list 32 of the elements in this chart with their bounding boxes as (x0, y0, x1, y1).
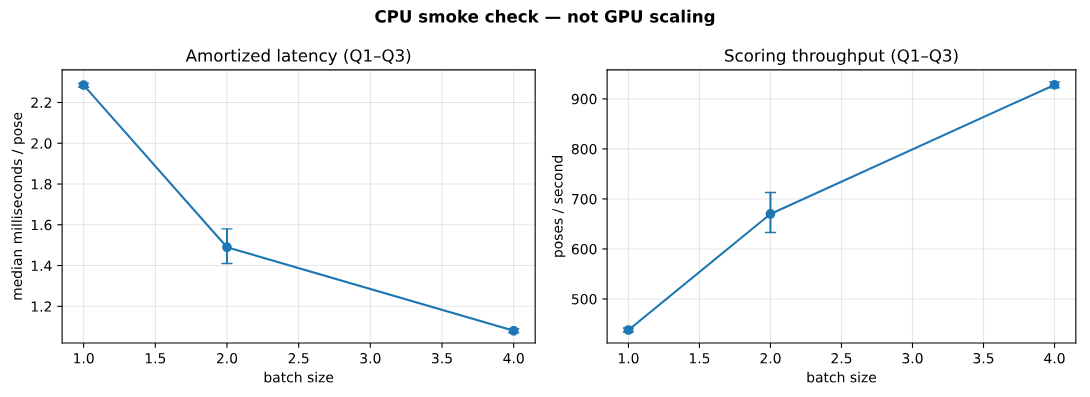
chart-title: Amortized latency (Q1–Q3) (185, 48, 411, 65)
x-tick-label: 3.5 (432, 352, 452, 364)
x-tick-label: 3.0 (902, 352, 923, 364)
x-tick-label: 4.0 (503, 352, 524, 364)
x-tick-label: 1.5 (689, 353, 710, 364)
x-tick-label: 2.0 (760, 352, 781, 364)
x-axis-title: batch size (264, 371, 334, 383)
y-tick-label: 900 (571, 93, 597, 105)
chart-title: Scoring throughput (Q1–Q3) (725, 48, 958, 65)
y-axis-title: median milliseconds / pose (11, 112, 25, 300)
y-tick-label: 1.8 (31, 178, 52, 190)
x-tick-label: 2.5 (288, 352, 309, 364)
x-tick-label: 2.0 (216, 352, 238, 364)
y-tick-label: 700 (572, 193, 597, 205)
x-tick-label: 2.5 (831, 352, 852, 364)
y-tick-label: 500 (571, 293, 597, 305)
x-tick-label: 1.5 (145, 353, 166, 364)
x-tick-label: 3.0 (360, 352, 381, 364)
y-tick-label: 1.6 (31, 219, 52, 231)
x-axis-title: batch size (807, 371, 877, 383)
text: CPU smoke check — not GPU scaling (375, 9, 715, 26)
x-tick-label: 1.0 (74, 352, 94, 364)
y-tick-label: 1.4 (31, 260, 52, 271)
y-tick-label: 2.2 (31, 97, 52, 108)
x-tick-label: 1.0 (618, 352, 639, 364)
y-axis-title: poses / second (551, 156, 566, 257)
x-tick-label: 3.5 (973, 352, 994, 364)
y-tick-label: 1.2 (31, 301, 52, 312)
y-tick-label: 2.0 (31, 138, 52, 149)
y-tick-label: 800 (571, 143, 597, 155)
x-tick-label: 4.0 (1044, 352, 1065, 364)
y-tick-label: 600 (571, 243, 597, 255)
